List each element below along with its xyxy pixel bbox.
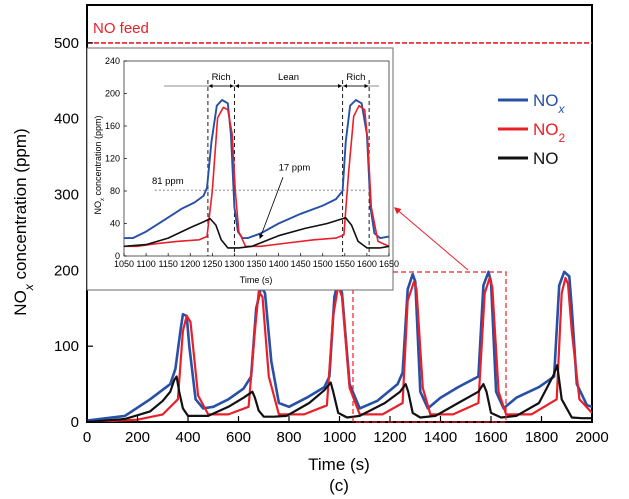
inset-x-tick-label: 1650	[379, 259, 399, 269]
inset-series-line-nox	[124, 99, 389, 240]
legend-label-no: NO	[533, 149, 559, 168]
inset-x-tick-label: 1050	[114, 259, 134, 269]
inset-y-tick-label: 40	[110, 219, 120, 229]
x-tick-label: 800	[276, 429, 301, 446]
inset-x-tick-label: 1550	[335, 259, 355, 269]
inset-x-axis-title: Time (s)	[240, 275, 273, 285]
phase-label-rich: Rich	[212, 72, 231, 83]
phase-label-lean: Lean	[278, 72, 299, 83]
inset-x-axis-ticks: 1050 1100 1150 1200 1250 1300 1350 1400 1450 1500…	[114, 253, 399, 269]
annotation-17-ppm-arrow	[259, 177, 284, 240]
y-tick-label: 500	[54, 35, 79, 52]
y-tick-label: 300	[54, 187, 79, 204]
y-tick-label: 400	[54, 111, 79, 128]
inset-y-tick-label: 120	[105, 154, 120, 164]
x-tick-label: 1600	[474, 429, 507, 446]
inset-x-tick-label: 1500	[313, 259, 333, 269]
x-tick-label: 1800	[525, 429, 558, 446]
inset-x-tick-label: 1350	[246, 259, 266, 269]
inset-x-tick-label: 1250	[202, 259, 222, 269]
inset-y-axis-ticks: 0 40 80 120 160 200 240	[105, 56, 127, 261]
x-tick-label: 1400	[424, 429, 457, 446]
inset-chart: Rich Lean Rich 1050 1100 1150 1200 1250 1300 135…	[86, 47, 399, 291]
inset-y-tick-label: 80	[110, 186, 120, 196]
x-tick-label: 1200	[373, 429, 406, 446]
inset-x-tick-label: 1400	[269, 259, 289, 269]
x-tick-label: 0	[83, 429, 91, 446]
x-tick-label: 200	[125, 429, 150, 446]
panel-label: (c)	[329, 476, 349, 495]
inset-y-tick-label: 0	[115, 251, 120, 261]
inset-y-tick-label: 200	[105, 89, 120, 99]
y-tick-label: 200	[54, 262, 79, 279]
y-axis-ticks: 0 100 200 300 400 500	[54, 35, 93, 431]
no-feed-label: NO feed	[93, 20, 149, 37]
y-tick-label: 0	[71, 414, 79, 431]
inset-y-tick-label: 160	[105, 121, 120, 131]
inset-x-tick-label: 1200	[180, 259, 200, 269]
inset-x-tick-label: 1150	[158, 259, 177, 269]
inset-y-axis-title: NOx concentration (ppm)	[93, 115, 106, 214]
x-axis-title: Time (s)	[308, 455, 370, 474]
inset-series-line-no	[124, 217, 389, 249]
zoom-pointer-arrow	[393, 207, 469, 271]
y-axis-title: NOx concentration (ppm)	[11, 128, 36, 315]
annotation-17-ppm: 17 ppm	[279, 163, 311, 174]
x-tick-label: 2000	[575, 429, 608, 446]
x-axis-ticks: 0 200 400 600 800 1000 1200 1400 1600 1800 2000	[83, 416, 609, 446]
x-tick-label: 1000	[323, 429, 356, 446]
inset-x-tick-label: 1100	[136, 259, 155, 269]
zoom-region-box	[352, 271, 507, 423]
phase-label-rich: Rich	[346, 72, 365, 83]
x-tick-label: 400	[175, 429, 200, 446]
annotation-81-ppm: 81 ppm	[152, 176, 184, 187]
inset-y-tick-label: 240	[105, 56, 120, 66]
inset-x-tick-label: 1600	[357, 259, 377, 269]
inset-series-lines	[124, 99, 389, 249]
series-line-no	[87, 364, 592, 422]
main-series-lines	[87, 270, 592, 422]
y-tick-label: 100	[54, 338, 79, 355]
series-line-no2	[87, 276, 592, 422]
inset-x-tick-label: 1300	[224, 259, 244, 269]
inset-x-tick-label: 1450	[291, 259, 311, 269]
x-tick-label: 600	[226, 429, 251, 446]
